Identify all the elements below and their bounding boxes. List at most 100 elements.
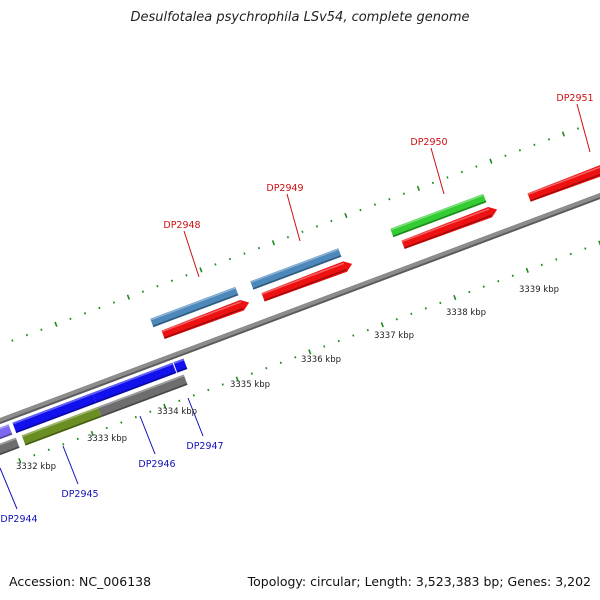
gene-dp2946-band-upper	[92, 362, 177, 404]
minor-tick	[547, 138, 551, 141]
minor-tick	[105, 426, 108, 430]
gene-dp2944-band-lower	[0, 437, 20, 456]
gene-dp2945-band-lower-shadow	[24, 415, 102, 446]
gene-dp2948-band-upper	[150, 286, 239, 328]
minor-tick	[134, 415, 137, 419]
minor-tick	[410, 312, 413, 316]
minor-tick	[120, 421, 123, 424]
major-tick	[235, 376, 239, 382]
minor-tick	[482, 285, 485, 288]
gene-dp2950-band-upper-highlight	[390, 194, 484, 231]
minor-tick	[279, 361, 282, 364]
minor-tick	[533, 143, 536, 147]
gene-dp2947-band-shadow	[176, 367, 188, 373]
minor-tick	[76, 437, 79, 441]
minor-tick	[40, 328, 43, 331]
leader-dp2947	[187, 397, 204, 437]
tick-label-3335-kbp: 3335 kbp	[230, 380, 270, 390]
minor-tick	[439, 301, 442, 305]
minor-tick	[395, 318, 398, 321]
gene-dp2945-band-lower	[21, 406, 102, 446]
gene-dp2945-band-lower-body	[21, 406, 102, 446]
gene-dp2948-band-lower-shadow	[164, 307, 244, 339]
major-tick	[380, 322, 384, 328]
gene-label-dp2950: DP2950	[410, 137, 447, 148]
backbone-line	[0, 192, 600, 423]
gene-dp2950-band-upper-shadow	[392, 200, 487, 237]
minor-tick	[424, 307, 427, 310]
gene-features	[0, 165, 600, 456]
gene-dp2948-band-upper-shadow	[152, 293, 239, 327]
minor-tick	[352, 334, 355, 337]
gene-dp2951-band-body	[527, 165, 600, 202]
map-title: Desulfotalea psychrophila LSv54, complet…	[130, 10, 470, 25]
minor-tick	[11, 339, 14, 342]
gene-dp2950-band-lower	[401, 207, 498, 250]
minor-tick	[518, 149, 522, 152]
major-tick	[344, 212, 348, 219]
minor-tick	[388, 197, 391, 201]
tick-label-3337-kbp: 3337 kbp	[374, 331, 414, 341]
tick-label-3338-kbp: 3338 kbp	[446, 308, 486, 318]
minor-tick	[257, 246, 261, 250]
gene-dp2946-band-upper-body	[92, 362, 177, 404]
gene-dp2947-band	[173, 358, 188, 373]
gene-dp2945-band-lower-highlight	[21, 407, 99, 437]
gene-dp2946-band-lower	[97, 374, 188, 418]
minor-tick	[402, 192, 406, 195]
gene-dp2949-band-lower-highlight	[261, 262, 345, 295]
minor-tick	[584, 247, 587, 250]
major-tick	[416, 185, 421, 191]
minor-tick	[497, 279, 500, 283]
label-leader-lines	[0, 103, 591, 510]
minor-tick	[149, 410, 152, 413]
minor-tick	[214, 263, 217, 266]
minor-tick	[170, 279, 174, 282]
major-tick	[453, 294, 457, 301]
minor-tick	[366, 328, 369, 332]
minor-tick	[460, 170, 464, 174]
minor-tick	[83, 312, 87, 315]
minor-tick	[555, 258, 558, 261]
major-tick	[54, 321, 58, 327]
major-tick	[561, 131, 566, 137]
gene-dp2945-band-upper-shadow	[15, 401, 97, 433]
minor-tick	[243, 252, 246, 255]
gene-dp2949-band-upper-highlight	[250, 248, 339, 283]
tick-label-3332-kbp: 3332 kbp	[16, 462, 56, 472]
major-tick	[163, 403, 167, 409]
minor-tick	[359, 208, 362, 212]
minor-tick	[221, 383, 224, 386]
gene-label-dp2945: DP2945	[61, 489, 98, 500]
minor-tick	[431, 181, 435, 185]
minor-tick	[373, 203, 377, 206]
leader-dp2946	[139, 415, 156, 455]
gene-label-dp2948: DP2948	[163, 220, 200, 231]
gene-dp2944-band	[0, 424, 13, 440]
gene-dp2949-band-upper-shadow	[252, 255, 342, 290]
gene-labels: DP2948 DP2949 DP2950 DP2951 DP2944 DP2945 DP29…	[0, 93, 593, 525]
topology-summary-text: Topology: circular; Length: 3,523,383 bp…	[247, 574, 591, 589]
gene-dp2949-band-upper	[250, 248, 342, 290]
gene-dp2950-band-lower-body	[401, 207, 498, 250]
gene-dp2950-band-upper	[390, 193, 487, 238]
minor-tick	[141, 290, 145, 293]
minor-tick	[301, 230, 304, 234]
tick-label-3336-kbp: 3336 kbp	[301, 355, 341, 365]
gene-dp2951-band-highlight	[527, 166, 600, 195]
minor-tick	[156, 284, 159, 288]
minor-tick	[446, 176, 449, 179]
minor-tick	[315, 225, 319, 228]
minor-tick	[207, 388, 210, 392]
gene-dp2946-band-lower-body	[97, 374, 188, 418]
minor-tick	[62, 443, 65, 446]
major-tick	[489, 158, 493, 164]
genome-backbone	[0, 192, 600, 425]
leader-dp2948	[183, 230, 200, 278]
gene-dp2944-band-shadow	[0, 432, 13, 439]
gene-dp2949-band-lower-shadow	[264, 269, 347, 302]
minor-tick	[504, 154, 507, 157]
leader-dp2949	[286, 193, 301, 242]
leader-dp2950	[430, 147, 445, 195]
minor-tick	[47, 448, 50, 451]
